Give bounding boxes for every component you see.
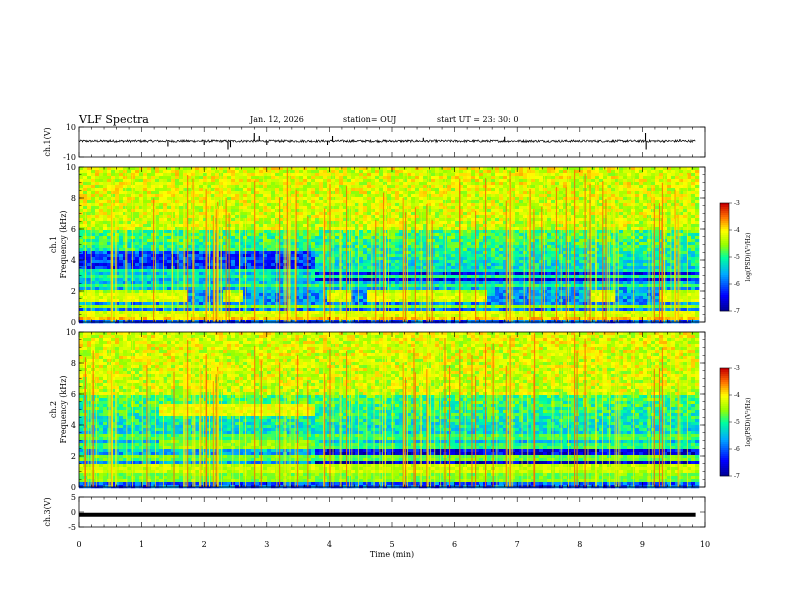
x-tick-label: 4	[327, 540, 332, 549]
x-tick-label: 2	[202, 540, 207, 549]
x-axis-label: Time (min)	[370, 550, 414, 559]
y-tick-label: 5	[71, 493, 76, 502]
y-axis-label: ch.3(V)	[43, 497, 52, 526]
colorbar-tick-label: -6	[734, 446, 740, 453]
y-tick-label: 8	[71, 359, 76, 368]
date-label: Jan. 12, 2026	[249, 115, 304, 124]
y-tick-label: 2	[71, 287, 76, 296]
ch1-spectrogram-panel: 0 2 4 6 8 10 ch.1 Frequency (kHz) -3 -4 -5 -6 -7 log(…	[49, 163, 752, 327]
x-tick-label: 8	[577, 540, 582, 549]
time-axis: 0 1 2 3 4 5 6 7 8 9 10	[76, 540, 710, 549]
station-label: station= OUJ	[343, 115, 396, 124]
colorbar-tick-label: -3	[734, 365, 740, 372]
channel-label: ch.2	[49, 401, 58, 418]
colorbar-tick-label: -4	[734, 227, 740, 234]
chart-title: VLF Spectra	[78, 113, 149, 126]
spectrogram-cells	[79, 167, 700, 324]
colorbar-tick-label: -5	[734, 419, 740, 426]
y-tick-label: 0	[71, 508, 76, 517]
y-tick-label: -5	[68, 523, 76, 532]
colorbar-label: log(PSD)(V²/Hz)	[745, 398, 752, 447]
y-tick-label: 2	[71, 452, 76, 461]
y-tick-label: 0	[71, 318, 76, 327]
y-tick-label: 0	[71, 483, 76, 492]
y-axis-label: ch.1(V)	[43, 127, 52, 156]
colorbar: -3 -4 -5 -6 -7 log(PSD)(V²/Hz)	[719, 365, 752, 480]
colorbar-tick-label: -5	[734, 254, 740, 261]
x-tick-label: 0	[76, 540, 81, 549]
frequency-axis-label: Frequency (kHz)	[59, 375, 68, 443]
colorbar-tick-label: -7	[734, 308, 740, 315]
channel-label: ch.1	[49, 236, 58, 253]
x-tick-label: 10	[700, 540, 710, 549]
x-tick-label: 9	[640, 540, 645, 549]
colorbar-tick-label: -3	[734, 200, 740, 207]
y-tick-label: 4	[71, 421, 76, 430]
waveform-trace	[78, 138, 696, 144]
colorbar: -3 -4 -5 -6 -7 log(PSD)(V²/Hz)	[719, 200, 752, 315]
x-tick-label: 1	[139, 540, 144, 549]
frequency-axis-label: Frequency (kHz)	[59, 210, 68, 278]
x-tick-label: 6	[452, 540, 457, 549]
ch3-waveform-panel: 5 0 -5 ch.3(V)	[43, 493, 706, 532]
y-tick-label: 6	[71, 225, 76, 234]
colorbar-tick-label: -7	[734, 473, 740, 480]
y-tick-label: 6	[71, 390, 76, 399]
x-tick-label: 5	[389, 540, 394, 549]
colorbar-tick-label: -6	[734, 281, 740, 288]
y-tick-label: 10	[66, 328, 76, 337]
x-tick-label: 7	[515, 540, 520, 549]
start-time-label: start UT = 23: 30: 0	[437, 115, 518, 124]
y-tick-label: 4	[71, 256, 76, 265]
spectrogram-cells	[79, 332, 700, 489]
colorbar-label: log(PSD)(V²/Hz)	[745, 233, 752, 282]
y-tick-label: 8	[71, 194, 76, 203]
ch2-spectrogram-panel: 0 2 4 6 8 10 ch.2 Frequency (kHz) -3 -4 -5 -6 -7 log(…	[49, 328, 752, 492]
y-tick-label: 10	[66, 163, 76, 172]
ch1-waveform-panel: 10 -10 ch.1(V)	[43, 123, 706, 162]
x-tick-label: 3	[264, 540, 269, 549]
y-tick-label: 10	[66, 123, 76, 132]
y-tick-label: -10	[63, 153, 76, 162]
colorbar-tick-label: -4	[734, 392, 740, 399]
